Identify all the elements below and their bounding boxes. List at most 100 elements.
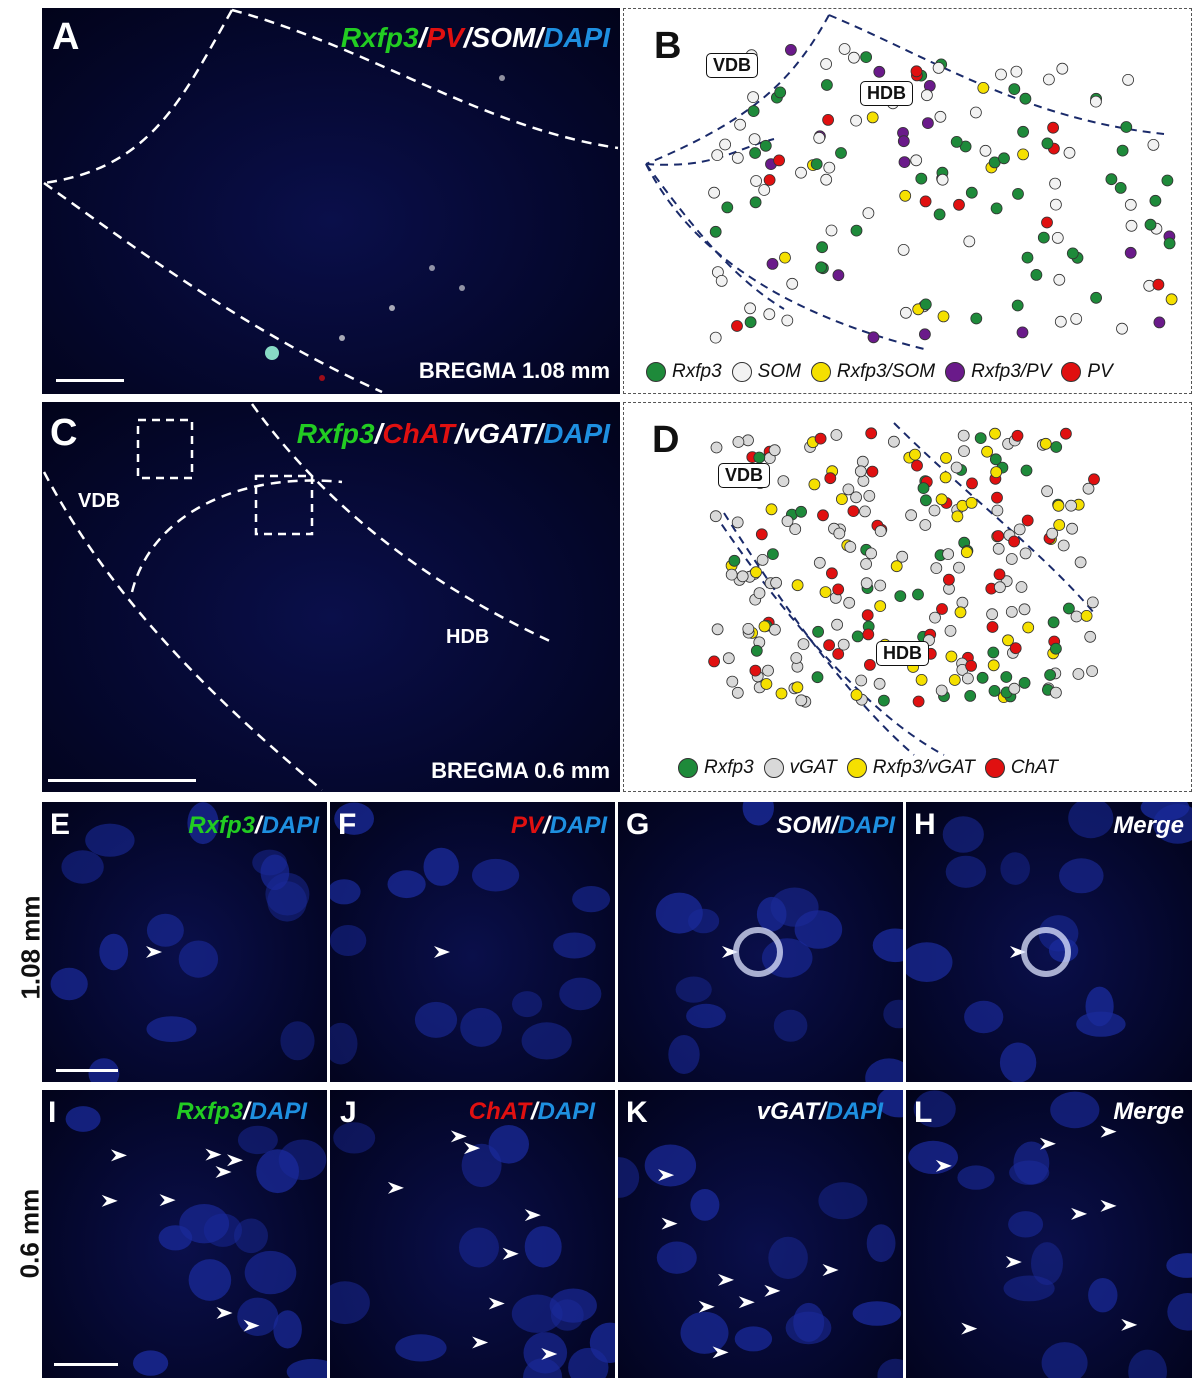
cell-dot xyxy=(831,618,844,631)
cell-dot xyxy=(795,166,807,179)
nucleus xyxy=(589,1322,615,1363)
marker-dapi: DAPI xyxy=(249,1098,307,1125)
nucleus xyxy=(675,976,712,1003)
cell-dot xyxy=(1056,62,1069,75)
cell-dot xyxy=(832,583,845,596)
arrowhead-icon xyxy=(464,1142,481,1155)
nucleus xyxy=(260,854,290,891)
cell-dot xyxy=(763,174,776,186)
cell-dot xyxy=(944,624,957,637)
nucleus xyxy=(1153,804,1192,844)
panel-h-nuclei xyxy=(906,802,1192,1082)
cell-dot xyxy=(951,510,964,523)
marker-sep: / xyxy=(542,812,550,839)
cell-dot xyxy=(1082,482,1095,495)
nucleus xyxy=(1031,1242,1063,1286)
cell-dot xyxy=(1063,146,1076,159)
cell-dot xyxy=(933,208,946,221)
panel-c-hdb-label: HDB xyxy=(446,626,490,648)
cell-dot xyxy=(897,135,910,148)
cell-dot xyxy=(728,554,741,567)
cell-dot xyxy=(1021,514,1034,527)
nucleus xyxy=(414,1001,458,1038)
nucleus xyxy=(524,1226,562,1268)
arrowhead-icon xyxy=(110,1149,127,1162)
nucleus xyxy=(99,933,129,971)
marker-dapi: DAPI xyxy=(261,812,319,839)
cell-dot xyxy=(1013,523,1026,536)
arrowhead-icon xyxy=(935,1159,952,1172)
cell-dot xyxy=(987,659,1000,672)
cell-dot xyxy=(710,441,723,454)
panel-g-nuclei xyxy=(655,802,903,1082)
arrowhead-icon xyxy=(1039,1137,1056,1150)
nucleus xyxy=(460,1007,502,1047)
cell-dot xyxy=(709,225,722,238)
nucleus xyxy=(686,1003,726,1029)
cell-dot xyxy=(1144,218,1157,231)
nucleus xyxy=(1000,852,1030,885)
nucleus xyxy=(1041,1342,1088,1378)
cell-dot xyxy=(708,186,720,199)
arrowhead-icon xyxy=(215,1165,232,1178)
cell-dot xyxy=(1041,216,1053,229)
arrowhead-icon xyxy=(434,946,450,958)
panel-f-nuclei xyxy=(330,802,611,1065)
panel-j-micrograph: J ChAT/DAPI xyxy=(330,1090,615,1378)
panel-b-hdb-label: HDB xyxy=(860,81,913,106)
panel-j-markers: ChAT/DAPI xyxy=(469,1098,595,1126)
panel-a-micrograph: A Rxfp3/PV/SOM/DAPI BREGMA 1.08 mm xyxy=(42,8,620,394)
cell-dot xyxy=(1052,499,1065,512)
cell-dot xyxy=(850,688,863,701)
nucleus xyxy=(957,1165,995,1190)
panel-a-markers: Rxfp3/PV/SOM/DAPI xyxy=(341,22,610,54)
arrowhead-icon xyxy=(1010,946,1026,958)
cell-dot xyxy=(842,483,855,496)
arrowhead-icon xyxy=(450,1130,467,1143)
cell-dot xyxy=(988,684,1001,697)
cell-dot xyxy=(781,515,794,527)
cell-dot xyxy=(760,678,773,690)
panel-a-scale-bar xyxy=(56,379,124,382)
arrowhead-icon xyxy=(243,1319,260,1332)
cell-dot xyxy=(765,503,778,516)
cell-dot xyxy=(843,596,856,609)
legend-label: ChAT xyxy=(1010,757,1059,778)
nucleus xyxy=(1059,858,1104,894)
panel-g-label: G xyxy=(626,808,650,841)
cell-dot xyxy=(815,261,828,274)
cell-dot xyxy=(825,224,838,237)
cell-dot xyxy=(708,655,720,668)
cell-dot xyxy=(993,581,1006,594)
nucleus xyxy=(773,1009,808,1042)
nucleus xyxy=(267,881,307,922)
panel-d-label: D xyxy=(652,419,680,461)
legend-label: Rxfp3 xyxy=(672,361,722,382)
cell-dot xyxy=(770,576,783,589)
marker-rxfp3: Rxfp3 xyxy=(188,812,255,839)
cell-dot xyxy=(917,482,930,494)
cell-dot xyxy=(950,461,963,474)
nucleus xyxy=(203,1213,242,1247)
cell-dot xyxy=(919,298,932,311)
cell-dot xyxy=(795,505,808,518)
arrowhead-icon xyxy=(1100,1199,1117,1212)
cell-dot xyxy=(732,436,745,448)
marker-som: SOM xyxy=(776,812,831,839)
cell-dot xyxy=(784,44,797,56)
cell-dot xyxy=(744,316,757,329)
marker-merge: Merge xyxy=(1113,812,1184,839)
cell-dot xyxy=(1124,198,1137,211)
cell-dot xyxy=(939,471,952,484)
cell-dot xyxy=(715,274,728,287)
nucleus xyxy=(273,1310,302,1349)
cell-dot xyxy=(1011,299,1024,312)
legend-item: Rxfp3/SOM xyxy=(810,361,935,383)
arrowhead-icon xyxy=(101,1194,118,1207)
cell-dot xyxy=(814,432,827,445)
cell-dot xyxy=(1041,137,1054,150)
nucleus xyxy=(188,1259,232,1301)
cell-dot xyxy=(1114,181,1127,194)
arrowhead-icon xyxy=(1121,1318,1138,1331)
nucleus xyxy=(742,802,774,826)
